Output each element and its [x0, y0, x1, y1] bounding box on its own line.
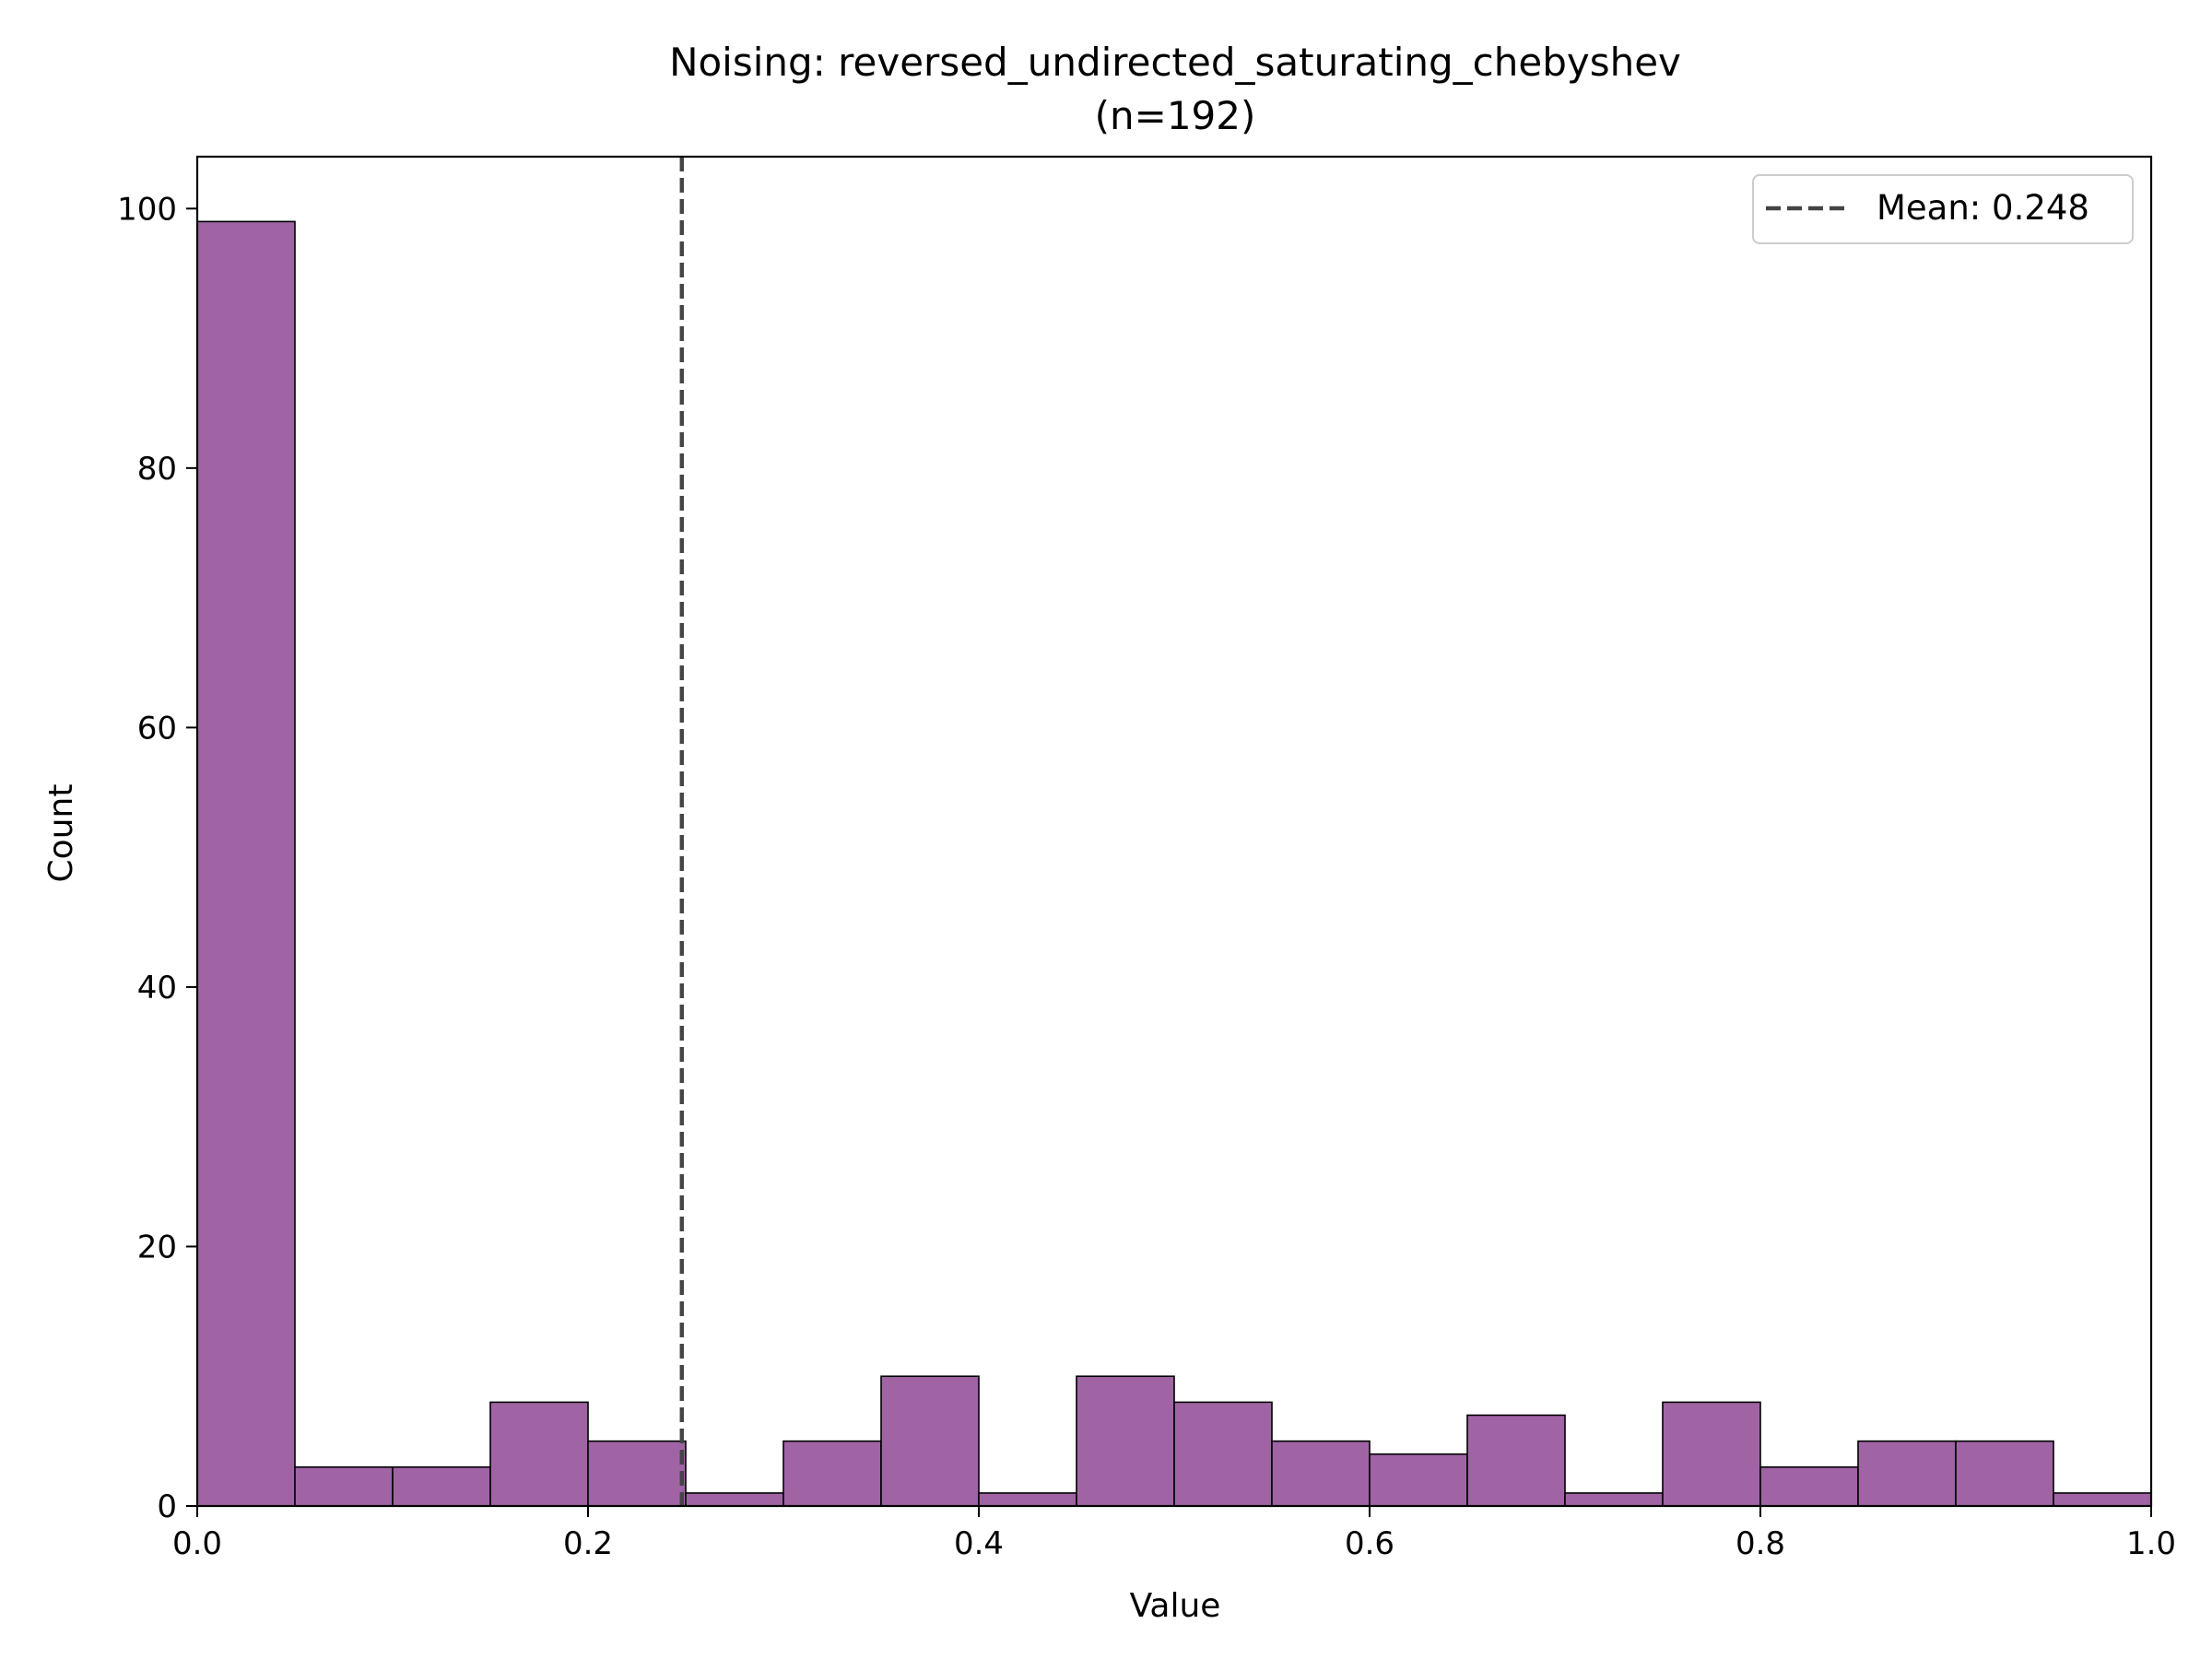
y-tick-label: 20 — [137, 1229, 177, 1265]
histogram-bar — [294, 1465, 394, 1507]
legend: Mean: 0.248 — [1752, 174, 2134, 244]
histogram-bar — [782, 1440, 882, 1507]
histogram-bar — [978, 1492, 1077, 1507]
histogram-bar — [1759, 1465, 1859, 1507]
x-axis-ticks: 0.0 0.2 0.4 0.6 0.8 1.0 — [172, 1506, 2176, 1562]
histogram-bar — [196, 220, 296, 1507]
histogram-bar — [880, 1375, 980, 1507]
y-tick-label: 0 — [157, 1488, 177, 1525]
histogram-bar — [1955, 1440, 2054, 1507]
y-axis-label: Count — [42, 784, 80, 883]
x-tick-label: 0.6 — [1345, 1525, 1394, 1562]
x-tick-label: 0.4 — [954, 1525, 1004, 1562]
histogram-bar — [2053, 1492, 2152, 1507]
histogram-bar — [1271, 1440, 1371, 1507]
histogram-bar — [587, 1440, 687, 1507]
legend-mean-label: Mean: 0.248 — [1877, 188, 2089, 228]
bars-group — [196, 220, 2152, 1507]
x-tick-label: 0.2 — [563, 1525, 613, 1562]
legend-box — [1752, 174, 2134, 244]
x-tick-label: 0.0 — [172, 1525, 222, 1562]
histogram-bar — [1173, 1401, 1273, 1507]
histogram-bar — [1564, 1492, 1664, 1507]
histogram-bar — [489, 1401, 589, 1507]
histogram-bar — [392, 1465, 491, 1507]
histogram-bar — [1662, 1401, 1761, 1507]
y-axis-ticks: 0 20 40 60 80 100 — [117, 191, 197, 1525]
x-tick-label: 0.8 — [1735, 1525, 1785, 1562]
y-tick-label: 40 — [137, 970, 177, 1006]
x-tick-label: 1.0 — [2126, 1525, 2176, 1562]
histogram-bar — [1857, 1440, 1957, 1507]
y-tick-label: 60 — [137, 710, 177, 747]
histogram-bar — [1076, 1375, 1175, 1507]
chart-subtitle: (n=192) — [1095, 93, 1256, 138]
chart-title: Noising: reversed_undirected_saturating_… — [669, 40, 1681, 85]
histogram-bar — [1466, 1414, 1566, 1507]
histogram-bar — [1369, 1453, 1468, 1507]
plot-frame — [195, 155, 2153, 1508]
y-tick-label: 80 — [137, 451, 177, 488]
y-tick-label: 100 — [117, 191, 177, 228]
histogram-bar — [685, 1492, 784, 1507]
x-axis-label: Value — [1130, 1587, 1221, 1625]
